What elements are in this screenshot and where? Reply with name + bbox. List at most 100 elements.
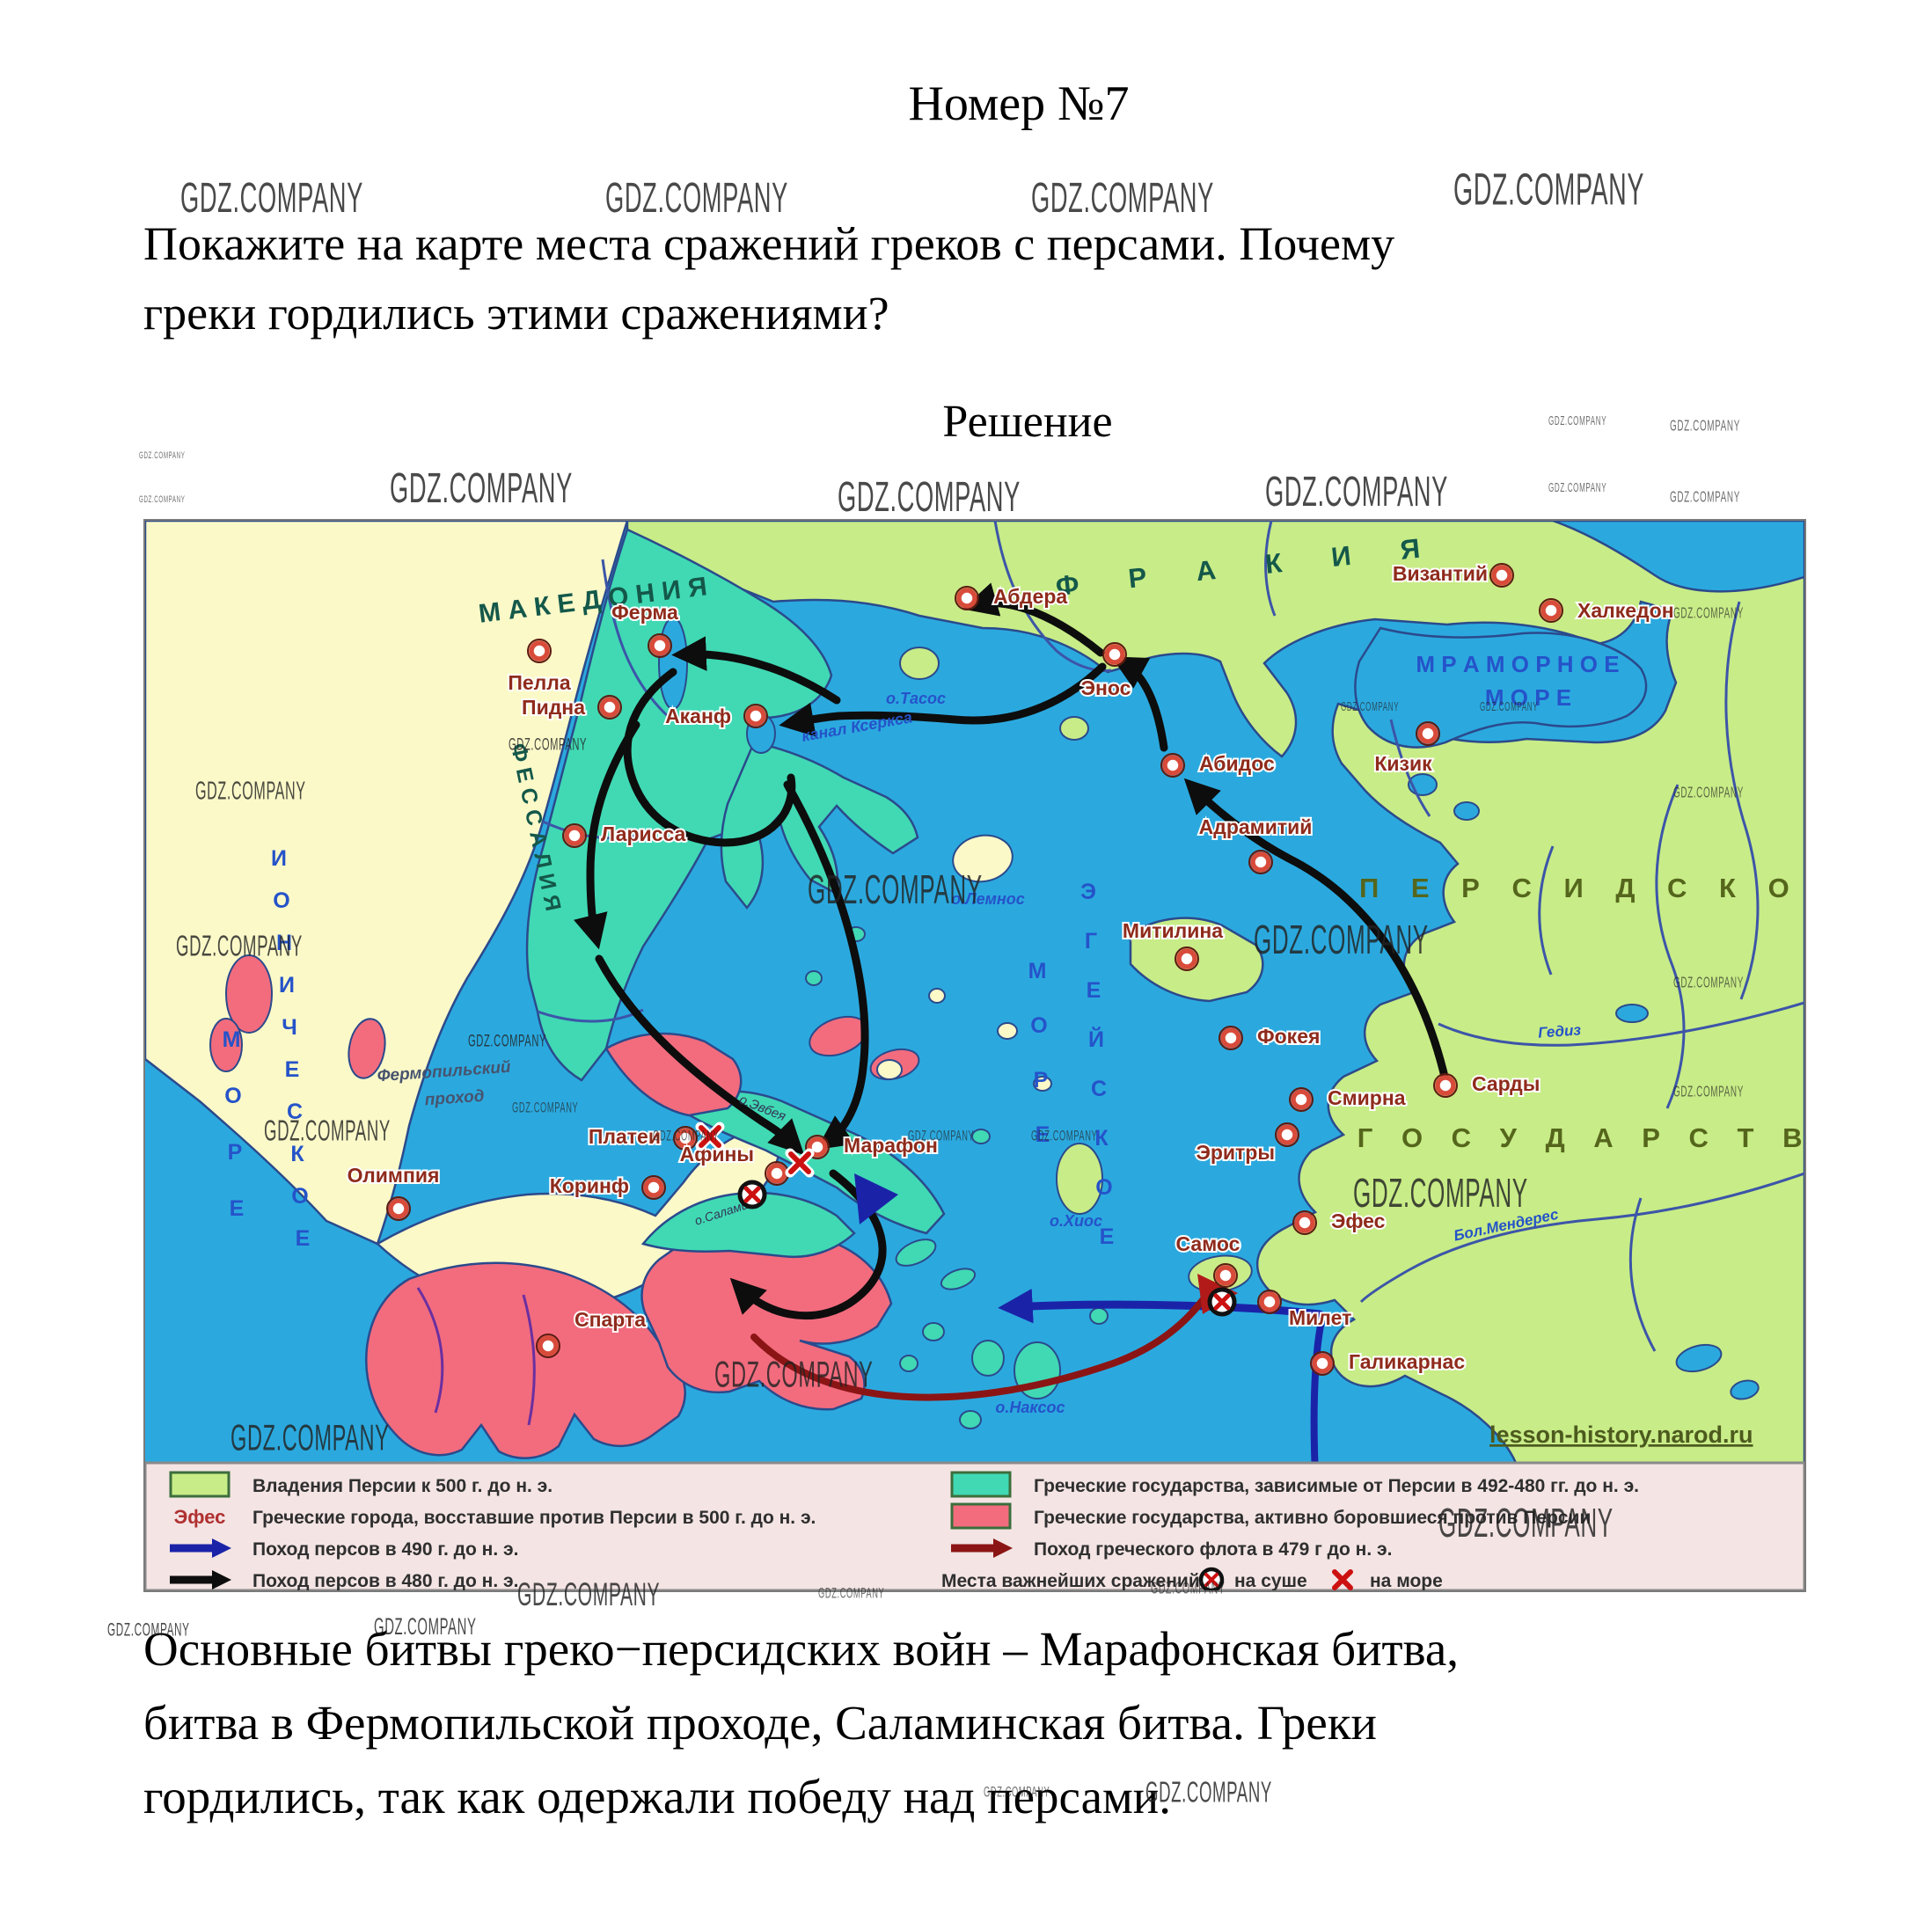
city-label: Митилина — [1123, 919, 1223, 942]
island — [225, 954, 273, 1034]
region-label: о.Лемнос — [951, 890, 1025, 908]
city-marker — [1416, 721, 1440, 746]
region-label: о.Хиос — [1050, 1212, 1102, 1230]
city-marker — [1294, 1212, 1315, 1233]
river — [1359, 1172, 1804, 1304]
city-label: Пелла — [508, 671, 571, 694]
sea-label-letter: Р — [228, 1140, 243, 1165]
sea-label-letter: Е — [1087, 978, 1101, 1003]
sea-label-letter: Н — [276, 931, 292, 955]
city: Коринф — [548, 1173, 666, 1200]
river — [522, 1294, 536, 1426]
city-label: Спарта — [574, 1308, 646, 1331]
sea-label-letter: Е — [1036, 1122, 1050, 1147]
watermark: GDZ.COMPANY — [1480, 699, 1539, 714]
city: Спарта — [536, 1306, 648, 1358]
city-marker — [1250, 851, 1271, 873]
watermark: GDZ.COMPANY — [1438, 1500, 1614, 1546]
watermark: GDZ.COMPANY — [139, 450, 186, 462]
city-marker — [1433, 1073, 1458, 1098]
legend-label: Поход персов в 490 г. до н. э. — [252, 1539, 518, 1560]
sea-label-letter: О — [1030, 1013, 1047, 1038]
legend-battle-sea-icon — [1332, 1569, 1353, 1590]
sea-label-letter: И — [279, 973, 295, 998]
city: Милет — [1257, 1290, 1353, 1331]
legend-swatch — [950, 1502, 1012, 1530]
watermark: GDZ.COMPANY — [1673, 605, 1744, 622]
watermark: GDZ.COMPANY — [605, 174, 788, 222]
watermark: GDZ.COMPANY — [512, 1100, 579, 1116]
legend-arrowhead — [212, 1570, 231, 1589]
watermark: GDZ.COMPANY — [1673, 785, 1744, 801]
lake — [658, 617, 688, 710]
city-marker — [1213, 1263, 1238, 1288]
city-label: Платеи — [589, 1125, 661, 1148]
city-marker — [805, 1135, 830, 1159]
legend-row: Греческие государства, активно боровшиес… — [950, 1502, 1591, 1530]
watermark: GDZ.COMPANY — [195, 776, 306, 805]
region-label: о.Наксос — [995, 1399, 1065, 1416]
sea-label-letter: С — [1091, 1077, 1107, 1101]
island — [876, 1059, 903, 1080]
sea-label-letter: О — [1095, 1175, 1112, 1200]
region-label: о.Тасос — [886, 690, 946, 707]
city: Ферма — [610, 599, 680, 658]
sea-label-letter: С — [287, 1100, 303, 1124]
sea-label-letter: К — [290, 1142, 304, 1166]
watermark: GDZ.COMPANY — [1673, 1084, 1744, 1100]
persian-route-480-arrow — [595, 954, 805, 1156]
city-marker — [527, 639, 552, 663]
city-marker — [1540, 600, 1562, 621]
city-marker — [1289, 1087, 1314, 1112]
watermark: GDZ.COMPANY — [908, 1128, 975, 1144]
watermark: GDZ.COMPANY — [808, 866, 983, 912]
legend-label: Владения Персии к 500 г. до н. э. — [252, 1476, 553, 1496]
city-label: Византий — [1393, 562, 1488, 585]
region-label: Г О С У Д А Р С Т В О — [1358, 1122, 1804, 1153]
persian-route-480-arrow — [623, 668, 796, 847]
city-label: Фокея — [1257, 1025, 1320, 1048]
watermark: GDZ.COMPANY — [517, 1576, 661, 1613]
city-marker — [766, 1163, 787, 1184]
city: Платеи — [587, 1123, 698, 1151]
sea-label-letter: Э — [1080, 880, 1096, 904]
city-label: Коринф — [550, 1174, 629, 1197]
city-marker — [536, 1334, 560, 1358]
city-label: Пидна — [522, 696, 585, 719]
watermark: GDZ.COMPANY — [264, 1115, 391, 1148]
river — [1389, 719, 1431, 817]
island — [997, 1022, 1018, 1040]
landmass — [640, 1191, 856, 1259]
legend-arrowhead — [212, 1538, 231, 1558]
city-label: Марафон — [844, 1134, 938, 1157]
city-marker — [1539, 598, 1563, 623]
legend-row: Поход персов в 490 г. до н. э. — [170, 1538, 518, 1560]
sea-label-letter: Е — [230, 1196, 245, 1221]
city-marker — [648, 633, 672, 658]
city-marker — [1292, 1210, 1317, 1235]
river — [1538, 845, 1555, 976]
lake — [1730, 1379, 1760, 1400]
city-label: Аканф — [665, 705, 731, 727]
landmass — [626, 521, 1804, 1465]
city: Ларисса — [562, 821, 688, 848]
watermark: GDZ.COMPANY — [838, 473, 1021, 521]
city-marker — [599, 697, 620, 718]
city: Марафон — [805, 1132, 940, 1159]
battle-at-sea-mark — [695, 1122, 725, 1151]
island — [1033, 1076, 1052, 1092]
city-marker — [1175, 946, 1199, 971]
city-marker — [673, 1126, 698, 1151]
watermark: GDZ.COMPANY — [714, 1355, 874, 1396]
watermark: GDZ.COMPANY — [1151, 1579, 1226, 1597]
city-marker — [1102, 642, 1127, 667]
city-label: Эфес — [1331, 1209, 1386, 1232]
island — [971, 1340, 1005, 1377]
city-marker — [1275, 1122, 1299, 1147]
river — [993, 521, 1112, 672]
watermark: GDZ.COMPANY — [1145, 1777, 1272, 1809]
city: Олимпия — [346, 1162, 441, 1221]
watermark: GDZ.COMPANY — [1453, 164, 1645, 215]
